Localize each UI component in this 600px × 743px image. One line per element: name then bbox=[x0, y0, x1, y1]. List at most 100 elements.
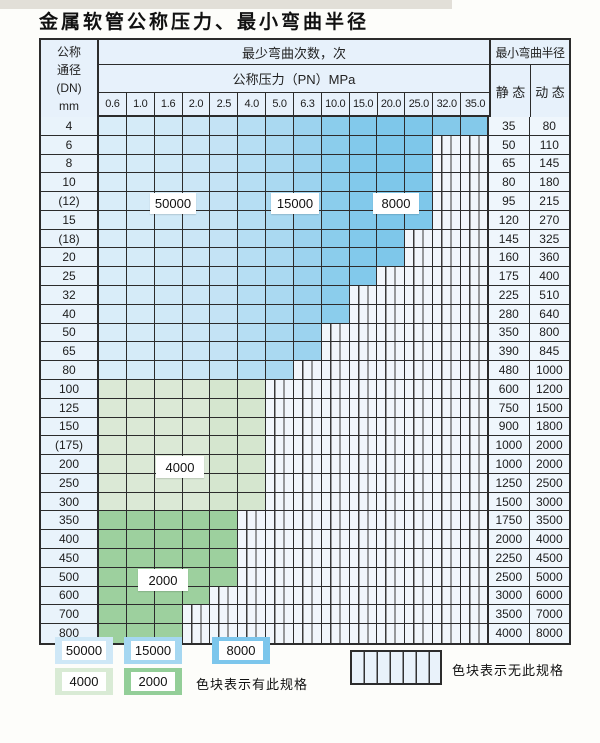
spec-cell bbox=[238, 267, 267, 286]
dynamic-radius-cell: 2000 bbox=[529, 455, 569, 473]
spec-cell bbox=[99, 304, 127, 323]
spec-cell bbox=[154, 398, 183, 417]
spec-cell bbox=[321, 210, 350, 229]
no-spec-cell bbox=[293, 624, 322, 643]
pressure-tick-32.0: 32.0 bbox=[433, 93, 462, 117]
dn-cell: 700 bbox=[41, 605, 99, 624]
spec-cell bbox=[210, 379, 239, 398]
no-spec-cell bbox=[321, 586, 350, 605]
spec-cell bbox=[321, 267, 350, 286]
no-spec-cell bbox=[377, 379, 406, 398]
static-radius-cell: 1750 bbox=[488, 511, 530, 530]
dn-cell: 20 bbox=[41, 248, 99, 267]
no-spec-cell bbox=[433, 304, 461, 323]
no-spec-cell bbox=[266, 417, 294, 436]
cycle-count-label-15000: 15000 bbox=[271, 193, 319, 214]
no-spec-cell bbox=[377, 361, 406, 379]
spec-cell bbox=[238, 492, 267, 511]
spec-cell bbox=[349, 135, 378, 154]
header-nominal-pressure: 公称压力（PN）MPa bbox=[99, 65, 489, 93]
dynamic-radius-cell: 8000 bbox=[529, 624, 569, 643]
no-spec-cell bbox=[377, 586, 406, 605]
spec-cell bbox=[182, 135, 211, 154]
pressure-tick-0.6: 0.6 bbox=[99, 93, 127, 117]
pressure-tick-15.0: 15.0 bbox=[349, 93, 378, 117]
page-title: 金属软管公称压力、最小弯曲半径 bbox=[39, 11, 370, 33]
spec-cell bbox=[266, 361, 294, 379]
spec-cell bbox=[99, 511, 127, 530]
header-dynamic: 动 态 bbox=[530, 65, 569, 117]
no-spec-cell bbox=[377, 624, 406, 643]
dynamic-radius-cell: 215 bbox=[529, 192, 569, 210]
no-spec-cell bbox=[293, 567, 322, 586]
table-row-dn-18: (18) 145 325 bbox=[41, 229, 569, 249]
spec-cell bbox=[99, 586, 127, 605]
spec-cell bbox=[238, 323, 267, 342]
dn-cell: 125 bbox=[41, 398, 99, 417]
spec-cell bbox=[293, 229, 322, 248]
no-spec-cell bbox=[349, 304, 378, 323]
no-spec-cell bbox=[405, 229, 434, 248]
spec-cell bbox=[182, 154, 211, 173]
no-spec-cell bbox=[460, 323, 489, 342]
spec-cell bbox=[293, 210, 322, 229]
spec-cell bbox=[266, 154, 294, 173]
spec-cell bbox=[126, 229, 155, 248]
no-spec-cell bbox=[238, 605, 267, 624]
spec-cell bbox=[210, 567, 239, 586]
spec-cell bbox=[99, 361, 127, 379]
spec-cell bbox=[154, 286, 183, 304]
header-static: 静 态 bbox=[489, 65, 530, 117]
spec-cell bbox=[210, 286, 239, 304]
dn-cell: (18) bbox=[41, 229, 99, 248]
no-spec-cell bbox=[377, 473, 406, 492]
spec-cell bbox=[182, 548, 211, 567]
no-spec-cell bbox=[405, 248, 434, 267]
spec-cell bbox=[154, 304, 183, 323]
no-spec-cell bbox=[433, 135, 461, 154]
no-spec-cell bbox=[377, 417, 406, 436]
spec-cell bbox=[405, 117, 434, 135]
spec-cell bbox=[182, 492, 211, 511]
table-row-dn-100: 100 600 1200 bbox=[41, 379, 569, 399]
no-spec-cell bbox=[377, 398, 406, 417]
no-spec-cell bbox=[460, 473, 489, 492]
dynamic-radius-cell: 400 bbox=[529, 267, 569, 286]
no-spec-cell bbox=[349, 605, 378, 624]
spec-cell bbox=[210, 342, 239, 361]
pressure-tick-25.0: 25.0 bbox=[405, 93, 434, 117]
spec-cell bbox=[210, 436, 239, 455]
no-spec-cell bbox=[293, 361, 322, 379]
dynamic-radius-cell: 325 bbox=[529, 229, 569, 248]
dn-cell: 40 bbox=[41, 304, 99, 323]
spec-cell bbox=[182, 379, 211, 398]
static-radius-cell: 160 bbox=[488, 248, 530, 267]
dn-cell: 600 bbox=[41, 586, 99, 605]
table-row-dn-40: 40 280 640 bbox=[41, 304, 569, 324]
spec-cell bbox=[99, 473, 127, 492]
spec-cell bbox=[238, 417, 267, 436]
spec-cell bbox=[266, 286, 294, 304]
dn-cell: 25 bbox=[41, 267, 99, 286]
no-spec-cell bbox=[210, 586, 239, 605]
no-spec-cell bbox=[238, 530, 267, 548]
no-spec-cell bbox=[433, 229, 461, 248]
spec-cell bbox=[182, 417, 211, 436]
spec-cell bbox=[238, 135, 267, 154]
spec-cell bbox=[293, 342, 322, 361]
table-row-dn-6: 6 50 110 bbox=[41, 135, 569, 155]
no-spec-cell bbox=[460, 530, 489, 548]
dn-cell: 10 bbox=[41, 173, 99, 192]
pressure-tick-6.3: 6.3 bbox=[293, 93, 322, 117]
no-spec-cell bbox=[405, 286, 434, 304]
table-row-dn-350: 350 1750 3500 bbox=[41, 511, 569, 531]
dynamic-radius-cell: 1500 bbox=[529, 398, 569, 417]
spec-cell bbox=[154, 229, 183, 248]
no-spec-cell bbox=[266, 586, 294, 605]
cycle-count-label-4000: 4000 bbox=[156, 456, 204, 478]
no-spec-cell bbox=[266, 548, 294, 567]
spec-cell bbox=[99, 436, 127, 455]
dynamic-radius-cell: 110 bbox=[529, 135, 569, 154]
spec-cell bbox=[210, 248, 239, 267]
no-spec-cell bbox=[349, 398, 378, 417]
